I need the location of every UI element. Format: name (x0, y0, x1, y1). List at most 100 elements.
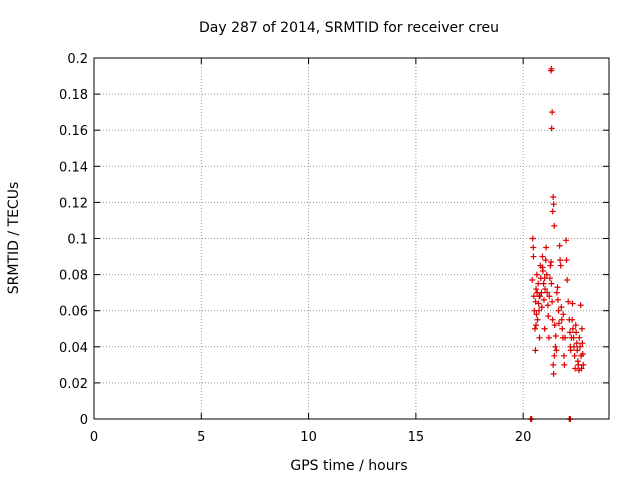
y-tick-label: 0 (80, 413, 88, 428)
data-point (564, 277, 571, 284)
x-tick-label: 0 (90, 430, 98, 445)
data-point (559, 325, 566, 332)
data-point (550, 193, 557, 200)
x-axis-label: GPS time / hours (290, 458, 407, 474)
data-point (579, 351, 586, 358)
y-tick-label: 0.1 (67, 233, 88, 248)
data-point (576, 334, 583, 341)
data-point (572, 322, 579, 329)
x-tick-label: 10 (300, 430, 317, 445)
data-point (543, 271, 550, 278)
data-point (533, 311, 540, 318)
data-point (536, 334, 543, 341)
data-point (562, 334, 569, 341)
data-point (569, 316, 576, 323)
data-point (535, 300, 542, 307)
data-point (541, 325, 548, 332)
data-point (558, 304, 565, 311)
data-point (554, 296, 561, 303)
data-point (534, 316, 541, 323)
data-point (536, 293, 543, 300)
data-point (571, 352, 578, 359)
data-point (536, 307, 543, 314)
data-point (548, 125, 555, 132)
x-tick-label: 15 (408, 430, 425, 445)
data-point (547, 262, 554, 269)
data-point (563, 237, 570, 244)
data-point (531, 325, 538, 332)
data-point (541, 275, 548, 282)
data-point (539, 264, 546, 271)
data-point (551, 322, 558, 329)
data-point (555, 307, 562, 314)
data-point (578, 325, 585, 332)
y-tick-label: 0.08 (59, 269, 88, 284)
data-point (544, 289, 551, 296)
y-tick-label: 0.2 (67, 52, 88, 67)
data-point (533, 286, 540, 293)
data-point (577, 343, 584, 350)
data-point (543, 244, 550, 251)
data-point (530, 253, 537, 260)
data-point (546, 293, 553, 300)
data-point (551, 352, 558, 359)
data-point (565, 298, 572, 305)
data-point (573, 329, 580, 336)
data-point (549, 208, 556, 215)
data-point (557, 257, 564, 264)
y-axis-label: SRMTID / TECUs (6, 182, 22, 295)
data-point (544, 302, 551, 309)
data-point (548, 65, 555, 72)
y-tick-label: 0.04 (59, 341, 88, 356)
data-point (574, 347, 581, 354)
data-point (563, 257, 570, 264)
y-tick-label: 0.16 (59, 124, 88, 139)
data-point (535, 280, 542, 287)
data-point (530, 244, 537, 251)
data-point (546, 275, 553, 282)
axis-ticks: 0 0.02 0.04 0.06 0.08 0.1 0.12 0.14 0.16 0.18 0.2 0… (59, 52, 609, 445)
data-point (529, 235, 536, 242)
y-tick-label: 0.06 (59, 305, 88, 320)
plot-frame (93, 57, 610, 420)
data-point (548, 280, 555, 287)
data-point (566, 329, 573, 336)
data-point (549, 298, 556, 305)
data-point (549, 109, 556, 116)
data-point (567, 347, 574, 354)
data-point (540, 280, 547, 287)
data-point (550, 201, 557, 208)
data-point (532, 298, 539, 305)
data-point (572, 365, 579, 372)
data-point (529, 277, 536, 284)
grid-lines (94, 58, 609, 419)
data-point (552, 343, 559, 350)
data-point (533, 322, 540, 329)
data-point (573, 340, 580, 347)
data-point (539, 253, 546, 260)
data-point (550, 370, 557, 377)
y-tick-label: 0.18 (59, 88, 88, 103)
data-point (580, 361, 587, 368)
data-point (542, 257, 549, 264)
data-point (569, 325, 576, 332)
data-point (557, 262, 564, 269)
data-point (569, 300, 576, 307)
data-point (540, 296, 547, 303)
data-point (579, 340, 586, 347)
y-tick-label: 0.14 (59, 160, 88, 175)
y-tick-label: 0.02 (59, 377, 88, 392)
data-point (533, 271, 540, 278)
data-point (552, 332, 559, 339)
data-point (554, 284, 561, 291)
data-point (538, 304, 545, 311)
data-point (556, 320, 563, 327)
data-points (527, 65, 587, 422)
data-point (538, 289, 545, 296)
data-point (558, 316, 565, 323)
data-point (545, 313, 552, 320)
data-point (570, 334, 577, 341)
x-tick-label: 5 (197, 430, 205, 445)
data-point (550, 361, 557, 368)
